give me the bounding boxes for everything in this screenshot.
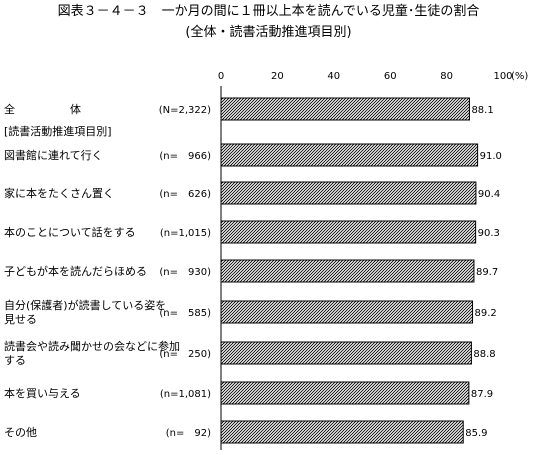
data-label: 90.3: [478, 228, 500, 239]
bar: [220, 341, 472, 365]
bar: [220, 181, 477, 205]
category-label: 本を買い与える: [4, 386, 81, 400]
bar: [220, 420, 464, 444]
n-label: (n= 92): [166, 428, 211, 439]
category-label: 見せる: [4, 313, 37, 326]
bar: [220, 143, 479, 167]
data-label: 85.9: [465, 428, 487, 439]
x-tick-label: 0: [218, 71, 224, 82]
n-label: (n= 966): [159, 151, 211, 162]
data-label: 89.7: [476, 267, 498, 278]
category-label: 読書会や読み聞かせの会などに参加: [4, 339, 180, 353]
n-label: (n= 250): [159, 349, 211, 360]
data-label: 91.0: [480, 151, 502, 162]
category-label: 全 体: [4, 102, 81, 116]
category-label: 図書館に連れて行く: [4, 148, 103, 162]
category-label: する: [4, 354, 26, 367]
n-label: (n= 930): [159, 267, 211, 278]
category-label: 本のことについて話をする: [4, 225, 136, 239]
category-label: 家に本をたくさん置く: [4, 186, 114, 200]
axis-unit-label: (%): [511, 71, 528, 82]
category-label: その他: [4, 426, 37, 439]
section-header: [読書活動推進項目別]: [4, 124, 112, 138]
n-label: (n= 626): [159, 189, 211, 200]
n-label: (N=2,322): [159, 105, 211, 116]
x-tick-label: 20: [271, 71, 284, 82]
chart-subtitle: (全体・読書活動推進項目別): [185, 25, 352, 40]
category-label: 子どもが本を読んだらほめる: [4, 264, 147, 278]
bar: [220, 300, 474, 324]
x-tick-label: 60: [384, 71, 397, 82]
x-tick-label: 100: [493, 71, 512, 82]
x-tick-label: 80: [440, 71, 453, 82]
bar: [220, 220, 477, 244]
data-label: 87.9: [471, 389, 493, 400]
chart-title: 図表３－４－３ 一か月の間に１冊以上本を読んでいる児童･生徒の割合: [57, 4, 480, 19]
data-label: 89.2: [475, 308, 497, 319]
x-tick-label: 40: [327, 71, 340, 82]
n-label: (n=1,015): [160, 228, 211, 239]
data-label: 90.4: [478, 189, 500, 200]
bar: [220, 381, 470, 405]
category-label: 自分(保護者)が読書している姿を: [4, 298, 166, 312]
data-label: 88.8: [473, 349, 495, 360]
n-label: (n= 585): [159, 308, 211, 319]
bar: [220, 97, 470, 121]
bar: [220, 259, 475, 283]
data-label: 88.1: [471, 105, 493, 116]
n-label: (n=1,081): [160, 389, 211, 400]
